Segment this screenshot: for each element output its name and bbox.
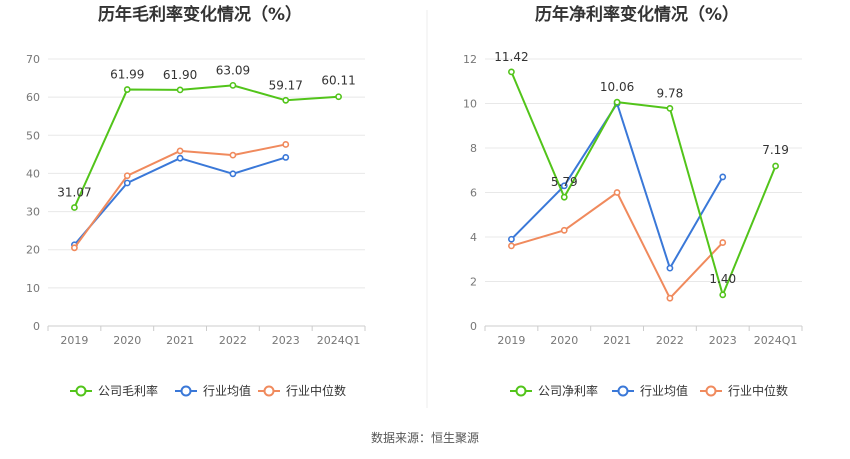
data-point [560, 226, 568, 234]
x-tick-label: 2024Q1 [754, 334, 798, 347]
legend-label: 公司毛利率 [98, 383, 158, 398]
legend-marker [75, 385, 87, 397]
data-point [176, 154, 184, 162]
y-tick-label: 4 [470, 231, 477, 244]
data-point [282, 141, 290, 148]
y-tick-label: 10 [26, 282, 40, 295]
legend-label: 行业中位数 [728, 383, 788, 398]
y-tick-label: 6 [470, 187, 477, 200]
data-label: 59.17 [269, 78, 303, 92]
y-tick-label: 20 [26, 244, 40, 257]
y-tick-label: 8 [470, 142, 477, 155]
legend-label: 行业均值 [203, 383, 251, 398]
legend-label: 行业中位数 [286, 383, 346, 398]
data-point [229, 81, 237, 89]
data-label: 61.90 [163, 68, 197, 82]
data-point [229, 170, 237, 178]
data-point [176, 147, 184, 155]
y-tick-label: 60 [26, 91, 40, 104]
data-point [71, 204, 78, 211]
legend-marker [180, 385, 192, 397]
data-point [666, 294, 674, 302]
y-tick-label: 10 [463, 98, 477, 111]
data-point [560, 193, 568, 201]
data-point [229, 151, 237, 159]
data-point [71, 244, 78, 252]
data-point [719, 291, 727, 299]
data-point [613, 189, 621, 196]
x-tick-label: 2020 [113, 334, 141, 347]
data-point [508, 242, 515, 250]
legend-marker [263, 385, 275, 397]
legend-marker [515, 385, 527, 397]
x-tick-label: 2023 [272, 334, 300, 347]
source-text: 数据来源：恒生聚源 [371, 430, 479, 445]
data-label: 10.06 [600, 80, 634, 94]
series-line [73, 84, 339, 208]
y-tick-label: 40 [26, 167, 40, 180]
data-point [560, 182, 568, 190]
x-tick-label: 2020 [550, 334, 578, 347]
data-point [123, 179, 131, 187]
data-label: 11.42 [494, 50, 528, 64]
x-tick-label: 2024Q1 [317, 334, 361, 347]
y-tick-label: 50 [26, 129, 40, 142]
data-point [508, 68, 515, 76]
data-point [666, 104, 674, 112]
legend-marker [705, 385, 717, 397]
data-label: 1.40 [709, 272, 736, 286]
data-point [282, 96, 290, 104]
data-point [282, 154, 290, 161]
data-point [613, 98, 621, 106]
data-label: 9.78 [657, 86, 684, 100]
data-label: 61.99 [110, 68, 144, 82]
y-tick-label: 30 [26, 206, 40, 219]
data-label: 63.09 [216, 63, 250, 77]
x-tick-label: 2019 [497, 334, 525, 347]
data-point [123, 86, 131, 93]
y-tick-label: 2 [470, 276, 477, 289]
y-tick-label: 12 [463, 53, 477, 66]
chart-title: 历年净利率变化情况（%） [535, 4, 739, 25]
series-line [510, 71, 777, 296]
data-point [508, 235, 515, 243]
data-label: 60.11 [321, 74, 355, 88]
data-point [772, 162, 779, 170]
data-point [123, 172, 131, 180]
data-label: 5.79 [551, 175, 578, 189]
x-tick-label: 2022 [656, 334, 684, 347]
data-point [666, 264, 674, 272]
y-tick-label: 70 [26, 53, 40, 66]
legend-label: 行业均值 [640, 383, 688, 398]
data-point [719, 239, 727, 246]
x-tick-label: 2019 [60, 334, 88, 347]
y-tick-label: 0 [470, 320, 477, 333]
y-tick-label: 0 [33, 320, 40, 333]
x-tick-label: 2022 [219, 334, 247, 347]
data-label: 31.07 [57, 185, 91, 199]
data-point [176, 86, 184, 94]
x-tick-label: 2023 [709, 334, 737, 347]
x-tick-label: 2021 [603, 334, 631, 347]
legend-marker [617, 385, 629, 397]
legend-label: 公司净利率 [538, 383, 598, 398]
x-tick-label: 2021 [166, 334, 194, 347]
series-line [73, 156, 287, 246]
data-point [719, 173, 727, 181]
data-label: 7.19 [762, 143, 789, 157]
data-point [335, 93, 342, 101]
chart-title: 历年毛利率变化情况（%） [98, 4, 302, 25]
